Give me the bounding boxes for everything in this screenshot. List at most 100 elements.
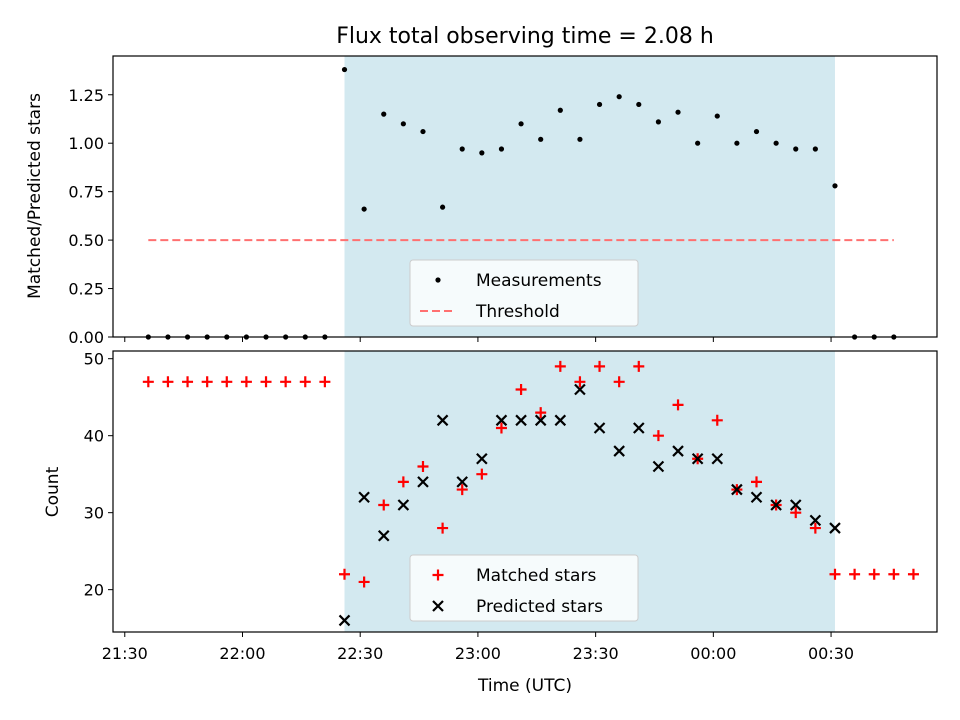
bottom-predicted-stars-point	[534, 414, 547, 427]
top-panel-ratio-plot: 0.00 0.25 0.50 0.75 1.00 1.25 Measurements Thre…	[68, 55, 938, 347]
bottom-matched-stars-point	[319, 376, 331, 388]
bottom-predicted-stars-point	[633, 422, 645, 434]
bottom-matched-stars-point	[201, 376, 213, 388]
bottom-predicted-stars-point	[672, 445, 684, 457]
bottom-predicted-stars-point	[417, 476, 429, 488]
bottom-legend: Matched stars Predicted stars	[409, 554, 639, 622]
bottom-matched-stars-point	[594, 360, 606, 372]
bottom-predicted-stars-point	[377, 529, 390, 542]
bottom-legend-label: Predicted stars	[476, 597, 603, 617]
bottom-y-tick-label: 40	[84, 427, 104, 446]
top-measurements-point	[793, 146, 799, 152]
bottom-predicted-stars-point	[456, 476, 468, 488]
top-measurements-point	[400, 121, 406, 127]
bottom-x-tick-label: 21:30	[102, 644, 148, 663]
top-measurements-point	[459, 146, 465, 152]
bottom-matched-stars-point	[849, 568, 861, 580]
bottom-legend-marker	[432, 569, 444, 581]
top-measurements-point	[361, 206, 367, 212]
top-measurements-point	[714, 113, 720, 119]
bottom-legend-marker	[432, 600, 444, 612]
bottom-predicted-stars-point	[495, 414, 508, 427]
bottom-matched-stars-point	[456, 484, 468, 496]
bottom-matched-stars-point	[790, 507, 802, 519]
bottom-predicted-stars-point	[711, 453, 724, 465]
bottom-predicted-stars-point	[731, 483, 743, 496]
bottom-matched-stars-point	[711, 414, 723, 426]
bottom-x-tick-label: 22:30	[337, 644, 383, 663]
top-measurements-point	[695, 140, 701, 146]
bottom-x-tick-label: 23:00	[455, 644, 501, 663]
top-y-tick-label: 0.25	[68, 280, 104, 299]
bottom-predicted-stars-point	[397, 499, 410, 511]
bottom-y-tick-label: 20	[84, 581, 104, 600]
bottom-matched-stars-point	[868, 568, 880, 580]
bottom-matched-stars-point	[613, 376, 625, 388]
top-measurements-point	[596, 101, 603, 108]
bottom-axes-frame	[112, 350, 938, 633]
x-axis-label: Time (UTC)	[477, 676, 572, 696]
bottom-matched-stars-point	[888, 568, 900, 580]
bottom-matched-stars-point	[378, 499, 390, 511]
bottom-matched-stars-point	[672, 399, 684, 411]
bottom-matched-stars-point	[339, 568, 351, 580]
bottom-x-tick-label: 00:00	[690, 644, 736, 663]
bottom-predicted-stars-point	[613, 445, 625, 457]
bottom-predicted-stars-point	[554, 414, 567, 427]
bottom-legend-box	[409, 554, 639, 622]
bottom-predicted-stars-point	[809, 514, 822, 527]
bottom-matched-stars-point	[162, 376, 174, 388]
bottom-x-tick-label: 00:30	[808, 644, 854, 663]
bottom-predicted-stars-point	[593, 422, 606, 434]
top-legend-label: Measurements	[476, 271, 602, 291]
top-y-tick-label: 1.00	[68, 134, 104, 153]
top-measurements-point	[440, 204, 446, 210]
top-legend-label: Threshold	[475, 302, 560, 322]
top-measurements-point	[616, 94, 622, 100]
top-legend-marker	[435, 277, 441, 283]
bottom-matched-stars-point	[809, 522, 821, 534]
bottom-y-tick-label: 50	[84, 350, 104, 369]
bottom-matched-stars-point	[652, 430, 664, 442]
bottom-matched-stars-point	[240, 376, 252, 388]
top-measurements-point	[420, 128, 426, 135]
bottom-matched-stars-point	[397, 476, 409, 488]
top-measurements-point	[734, 140, 740, 146]
top-measurements-point	[655, 119, 662, 125]
bottom-matched-stars-point	[574, 376, 586, 388]
bottom-predicted-stars-point	[358, 491, 370, 504]
bottom-predicted-stars-point	[574, 383, 586, 396]
top-y-tick-label: 0.75	[68, 183, 104, 202]
bottom-legend-label: Matched stars	[476, 566, 596, 586]
top-y-tick-label: 0.50	[68, 231, 104, 250]
top-legend: Measurements Threshold	[409, 259, 639, 327]
bottom-predicted-stars-point	[770, 499, 782, 511]
bottom-matched-stars-point	[299, 376, 311, 388]
top-measurements-point	[636, 101, 642, 108]
bottom-matched-stars-point	[182, 376, 194, 388]
top-legend-box	[409, 259, 639, 327]
chart-title: Flux total observing time = 2.08 h	[336, 24, 714, 49]
bottom-matched-stars-point	[907, 568, 919, 580]
bottom-predicted-stars-point	[436, 414, 449, 427]
bottom-predicted-stars-point	[750, 491, 763, 504]
bottom-predicted-stars-point	[515, 414, 527, 427]
top-measurements-point	[675, 109, 681, 115]
top-measurements-point	[812, 146, 818, 152]
top-y-axis-label: Matched/Predicted stars	[25, 93, 45, 299]
bottom-matched-stars-point	[221, 376, 233, 388]
bottom-predicted-stars-point	[789, 499, 802, 511]
top-measurements-point	[577, 136, 583, 142]
bottom-panel-count-plot: 20 30 40 50 21:30 22:00 22:30 23:00 23:30 00:00 00…	[84, 350, 938, 663]
bottom-predicted-stars-point	[476, 453, 488, 465]
top-measurements-point	[773, 140, 779, 146]
bottom-matched-stars-point	[417, 460, 429, 472]
bottom-predicted-stars-point	[338, 614, 351, 627]
bottom-matched-stars-point	[515, 383, 527, 395]
bottom-y-tick-label: 30	[84, 504, 104, 523]
bottom-matched-stars-point	[633, 360, 645, 372]
bottom-matched-stars-point	[829, 568, 841, 580]
bottom-predicted-stars-point	[691, 453, 704, 465]
top-measurements-point	[479, 150, 485, 156]
